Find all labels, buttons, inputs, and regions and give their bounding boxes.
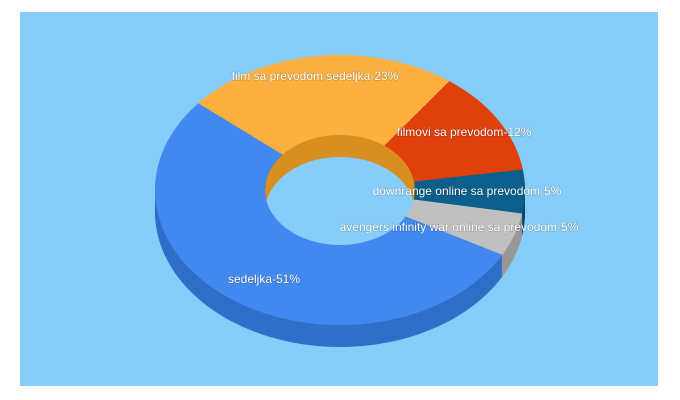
slice (413, 169, 525, 214)
slice (155, 103, 503, 325)
slice (405, 199, 523, 255)
data-label: downrange online sa prevodom-5% (373, 184, 562, 198)
data-label: sedeljka-51% (228, 272, 300, 286)
data-label: filmovi sa prevodom-12% (397, 125, 532, 139)
data-label: avengers infinity war online sa prevodom… (340, 220, 579, 234)
slice (198, 55, 450, 155)
data-label: film sa prevodom sedeljka-23% (232, 69, 399, 83)
slice (384, 81, 523, 182)
